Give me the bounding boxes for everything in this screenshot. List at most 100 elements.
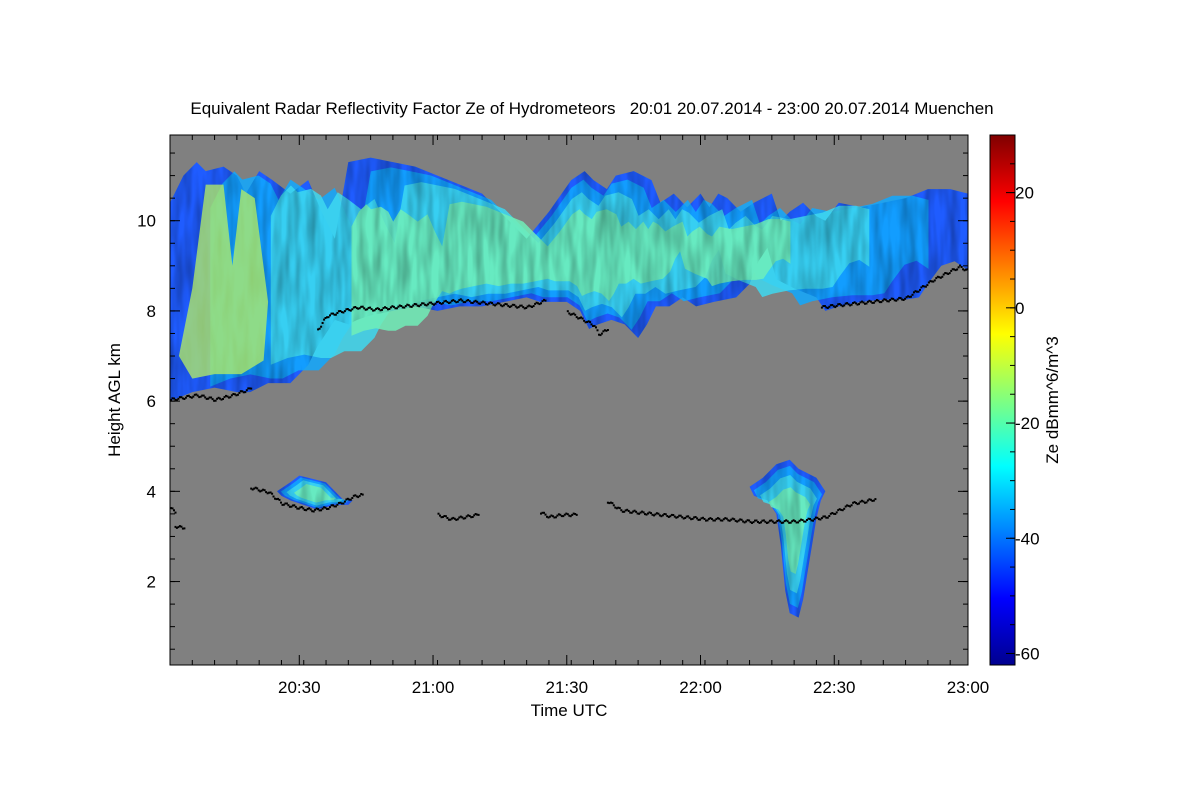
cloud-base-point [950, 269, 953, 272]
cloud-base-point [828, 305, 831, 308]
cloud-base-point [602, 330, 605, 333]
cloud-base-point [560, 515, 563, 518]
cloud-base-point [177, 397, 180, 400]
cloud-base-point [495, 303, 498, 306]
cloud-base-point [428, 301, 431, 304]
cloud-base-point [696, 517, 699, 520]
cloud-base-point [213, 399, 216, 402]
cloud-base-point [592, 325, 594, 327]
cloud-base-point [574, 313, 577, 316]
cloud-base-point [220, 398, 223, 401]
cloud-base-point [896, 298, 899, 301]
cloud-base-point [216, 397, 219, 400]
cloud-base-point [580, 316, 583, 319]
cloud-base-point [852, 501, 855, 504]
cloud-base-point [272, 495, 275, 498]
cloud-base-point [514, 305, 517, 308]
cloud-base-point [230, 394, 233, 397]
cloud-base-point [874, 300, 877, 303]
cloud-base-point [914, 290, 917, 293]
cloud-base-point [181, 527, 184, 530]
cloud-base-point [911, 293, 914, 296]
cloud-base-point [330, 312, 333, 315]
cloud-base-point [358, 494, 361, 497]
cloud-base-point [308, 507, 311, 510]
cloud-base-point [397, 305, 400, 308]
y-tick-label: 4 [147, 482, 156, 501]
cloud-base-point [525, 307, 528, 309]
cloud-base-point [178, 396, 181, 399]
cloud-base-point [939, 276, 942, 279]
cloud-base-point [954, 269, 957, 272]
cloud-base-point [889, 299, 892, 301]
cloud-base-point [456, 518, 459, 521]
cloud-base-point [550, 514, 553, 517]
cloud-base-point [477, 302, 480, 305]
cloud-base-point [705, 519, 707, 522]
cloud-base-point [532, 305, 535, 307]
cloud-base-point [566, 513, 569, 516]
cloud-base-point [189, 396, 192, 398]
cloud-base-point [682, 517, 685, 520]
cloud-base-point [600, 332, 603, 335]
cloud-base-point [433, 303, 435, 306]
cloud-base-point [941, 275, 944, 278]
cloud-base-point [489, 301, 492, 304]
cloud-base-point [872, 301, 875, 304]
cloud-base-point [343, 500, 346, 503]
cloud-base-point [636, 512, 639, 515]
cloud-base-point [239, 390, 242, 393]
cloud-base-point [861, 300, 863, 303]
cloud-base-point [211, 398, 214, 401]
cloud-base-point [901, 298, 904, 301]
cloud-base-point [710, 518, 713, 520]
cloud-base-point [443, 515, 446, 517]
cloud-base-point [171, 397, 174, 400]
chart-title: Equivalent Radar Reflectivity Factor Ze … [190, 99, 993, 118]
cloud-base-point [644, 513, 646, 516]
cloud-base-point [907, 295, 910, 298]
cloud-base-point [944, 272, 947, 274]
cloud-base-point [544, 513, 547, 516]
cloud-base-point [764, 520, 767, 523]
cloud-base-point [305, 509, 308, 512]
cloud-base-point [207, 397, 210, 400]
cloud-base-point [737, 519, 740, 522]
y-axis-label: Height AGL km [105, 343, 124, 457]
cloud-base-point [755, 519, 758, 522]
cloud-base-point [541, 511, 544, 514]
cloud-base-point [657, 512, 660, 515]
cloud-base-point [584, 321, 587, 324]
echo-core [178, 184, 269, 379]
cloud-base-point [746, 519, 749, 522]
cloud-base-point [388, 308, 391, 310]
cloud-base-point [437, 300, 440, 303]
cloud-base-point [250, 487, 253, 490]
cloud-base-point [841, 305, 844, 308]
cloud-base-point [834, 513, 837, 515]
cloud-base-point [333, 313, 336, 316]
cloud-base-point [751, 522, 753, 524]
cloud-base-point [694, 516, 697, 518]
cloud-base-point [866, 499, 869, 502]
cloud-base-point [174, 398, 177, 401]
cloud-base-point [404, 305, 407, 308]
cloud-base-point [713, 519, 716, 522]
cloud-base-point [834, 306, 837, 309]
cloud-base-point [595, 326, 597, 329]
cloud-base-point [479, 302, 482, 305]
cloud-base-point [453, 517, 456, 520]
cloud-base-point [269, 491, 272, 494]
cloud-base-point [327, 507, 330, 510]
x-tick-label: 21:30 [545, 678, 588, 697]
cloud-base-point [792, 519, 795, 522]
cloud-base-point [346, 497, 349, 500]
cloud-base-point [642, 511, 645, 514]
cloud-base-point [343, 310, 346, 313]
cloud-base-point [171, 507, 174, 510]
cloud-base-point [571, 313, 574, 316]
cloud-base-point [791, 520, 794, 523]
cloud-base-point [337, 310, 340, 313]
cloud-base-point [336, 503, 339, 506]
